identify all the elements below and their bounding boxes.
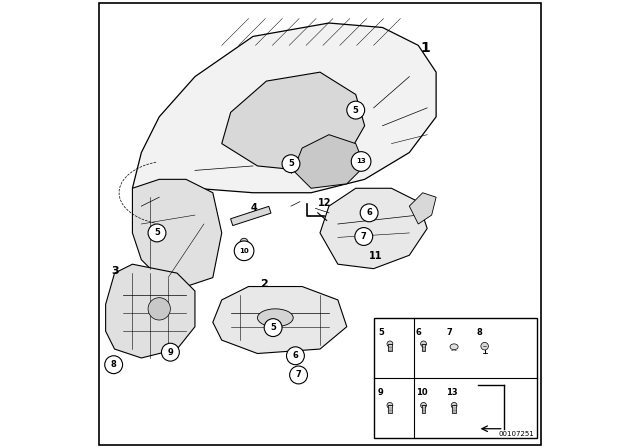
Text: 13: 13 — [446, 388, 458, 397]
Circle shape — [355, 228, 372, 246]
Ellipse shape — [450, 344, 458, 350]
Text: 5: 5 — [270, 323, 276, 332]
Circle shape — [420, 341, 426, 347]
Polygon shape — [106, 264, 195, 358]
Text: 8: 8 — [111, 360, 116, 369]
Polygon shape — [132, 23, 436, 193]
Circle shape — [451, 402, 457, 408]
Text: 5: 5 — [378, 328, 384, 337]
Text: 7: 7 — [446, 328, 452, 337]
Ellipse shape — [257, 309, 293, 327]
Circle shape — [264, 319, 282, 336]
Text: 9: 9 — [378, 388, 384, 397]
Circle shape — [360, 204, 378, 222]
Polygon shape — [242, 246, 246, 252]
Text: 7: 7 — [296, 370, 301, 379]
Polygon shape — [132, 179, 221, 287]
Circle shape — [420, 402, 426, 408]
Circle shape — [282, 155, 300, 172]
Polygon shape — [293, 135, 365, 188]
Text: 8: 8 — [477, 328, 483, 337]
Circle shape — [481, 342, 488, 350]
Circle shape — [387, 402, 393, 408]
Text: 9: 9 — [168, 348, 173, 357]
Polygon shape — [410, 193, 436, 224]
Text: 5: 5 — [288, 159, 294, 168]
Text: 00107251: 00107251 — [499, 431, 534, 437]
Circle shape — [148, 297, 170, 320]
Text: 10: 10 — [239, 248, 249, 254]
Text: 6: 6 — [292, 351, 298, 360]
Text: 6: 6 — [366, 208, 372, 217]
Circle shape — [287, 347, 305, 365]
Bar — [452, 405, 456, 413]
Circle shape — [351, 152, 371, 171]
Text: 11: 11 — [369, 251, 383, 261]
Bar — [374, 318, 536, 439]
Polygon shape — [230, 207, 271, 226]
Text: 3: 3 — [111, 266, 119, 276]
Polygon shape — [320, 188, 427, 269]
Text: 1: 1 — [420, 41, 430, 55]
Bar — [388, 405, 392, 413]
Circle shape — [290, 366, 307, 384]
Bar — [388, 344, 392, 351]
Circle shape — [148, 224, 166, 242]
Circle shape — [240, 238, 248, 246]
Text: 10: 10 — [416, 388, 428, 397]
Text: 4: 4 — [250, 203, 257, 213]
Circle shape — [161, 343, 179, 361]
Bar — [422, 344, 425, 351]
Circle shape — [234, 241, 254, 261]
Text: 13: 13 — [356, 159, 366, 164]
Polygon shape — [213, 287, 347, 353]
Text: 5: 5 — [353, 106, 358, 115]
Text: 12: 12 — [317, 198, 332, 207]
Circle shape — [387, 341, 393, 347]
Text: 7: 7 — [361, 232, 367, 241]
Bar — [422, 405, 425, 413]
Circle shape — [105, 356, 123, 374]
Polygon shape — [221, 72, 365, 170]
Text: 5: 5 — [154, 228, 160, 237]
Text: 2: 2 — [260, 279, 268, 289]
Text: 6: 6 — [416, 328, 422, 337]
Circle shape — [347, 101, 365, 119]
